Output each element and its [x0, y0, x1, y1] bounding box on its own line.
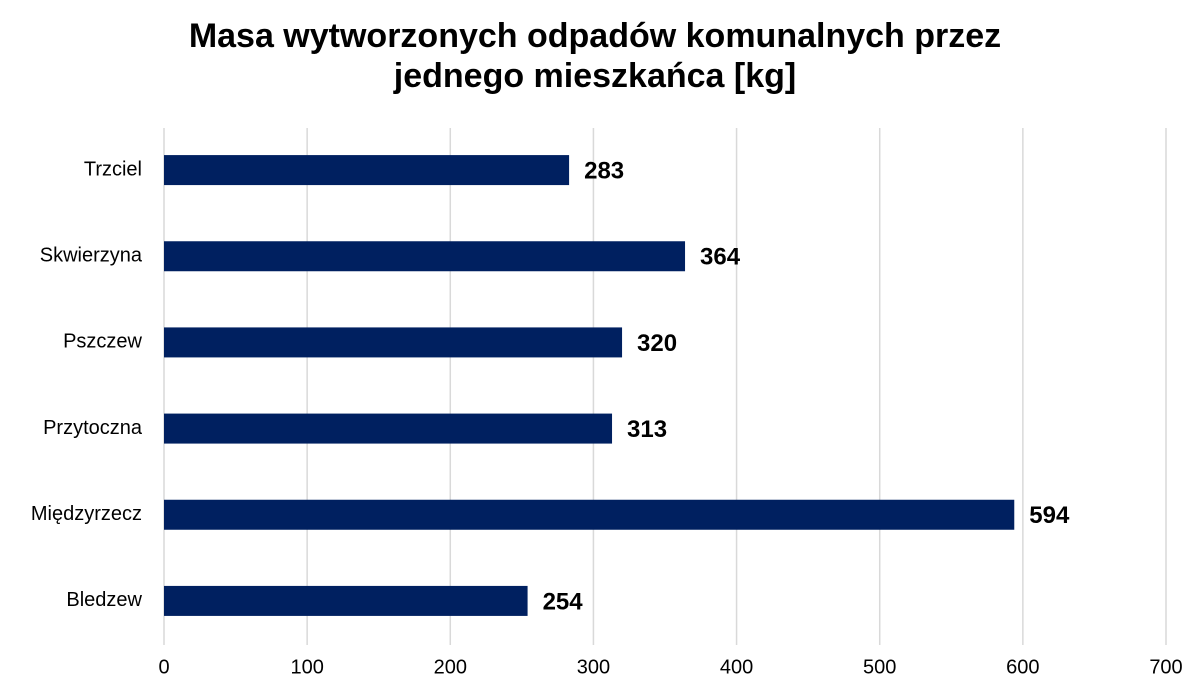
- y-tick-label: Bledzew: [66, 589, 142, 611]
- x-tick-label: 100: [290, 656, 323, 678]
- bar: [164, 585, 528, 616]
- bar: [164, 413, 613, 444]
- bar: [164, 241, 686, 272]
- x-tick-label: 300: [577, 656, 610, 678]
- bar: [164, 327, 623, 358]
- y-tick-label: Skwierzyna: [40, 245, 143, 267]
- y-tick-label: Pszczew: [63, 331, 142, 353]
- bar: [164, 499, 1015, 530]
- value-label: 283: [584, 157, 624, 184]
- bar: [164, 155, 570, 186]
- x-tick-label: 600: [1006, 656, 1039, 678]
- x-tick-label: 700: [1149, 656, 1182, 678]
- chart-title: Masa wytworzonych odpadów komunalnych pr…: [188, 17, 1002, 95]
- y-tick-label: Międzyrzecz: [31, 503, 142, 525]
- value-label: 594: [1029, 502, 1070, 529]
- value-label: 364: [700, 244, 741, 271]
- value-label: 313: [627, 416, 667, 443]
- x-tick-label: 200: [434, 656, 467, 678]
- x-tick-label: 0: [158, 656, 169, 678]
- y-tick-label: Przytoczna: [43, 417, 143, 439]
- y-tick-label: Trzciel: [84, 158, 142, 180]
- x-tick-label: 500: [863, 656, 896, 678]
- value-label: 320: [637, 330, 677, 357]
- x-tick-label: 400: [720, 656, 753, 678]
- value-label: 254: [543, 588, 584, 615]
